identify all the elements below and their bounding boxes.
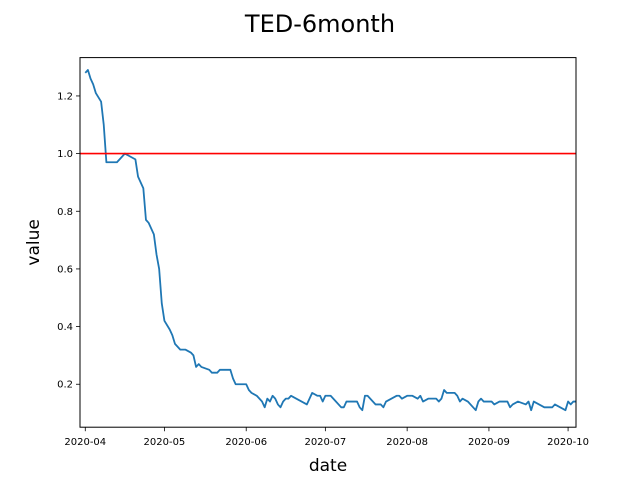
- y-tick-label: 0.4: [57, 322, 73, 333]
- x-tick-label: 2020-10: [547, 437, 589, 448]
- y-axis-ticks: 0.2 0.4 0.6 0.8 1.0 1.2: [57, 91, 80, 391]
- x-tick-label: 2020-08: [386, 437, 428, 448]
- plot-frame: [79, 57, 577, 428]
- x-tick-label: 2020-06: [225, 437, 267, 448]
- y-tick-label: 0.6: [57, 264, 73, 275]
- x-tick-label: 2020-09: [468, 437, 510, 448]
- plot-area: [80, 57, 576, 428]
- x-axis-title: date: [309, 456, 347, 476]
- y-tick-label: 1.2: [57, 91, 73, 102]
- y-tick-label: 0.8: [57, 207, 73, 218]
- series-line: [84, 69, 576, 412]
- x-axis-ticks: 2020-04 2020-05 2020-06 2020-07 2020-08 2020-…: [64, 427, 589, 448]
- y-tick-label: 0.2: [57, 380, 73, 391]
- x-tick-label: 2020-04: [64, 437, 106, 448]
- x-tick-label: 2020-05: [144, 437, 186, 448]
- y-tick-label: 1.0: [57, 149, 73, 160]
- x-tick-label: 2020-07: [304, 437, 346, 448]
- chart-title: TED-6month: [244, 10, 395, 38]
- y-axis-title: value: [24, 219, 44, 265]
